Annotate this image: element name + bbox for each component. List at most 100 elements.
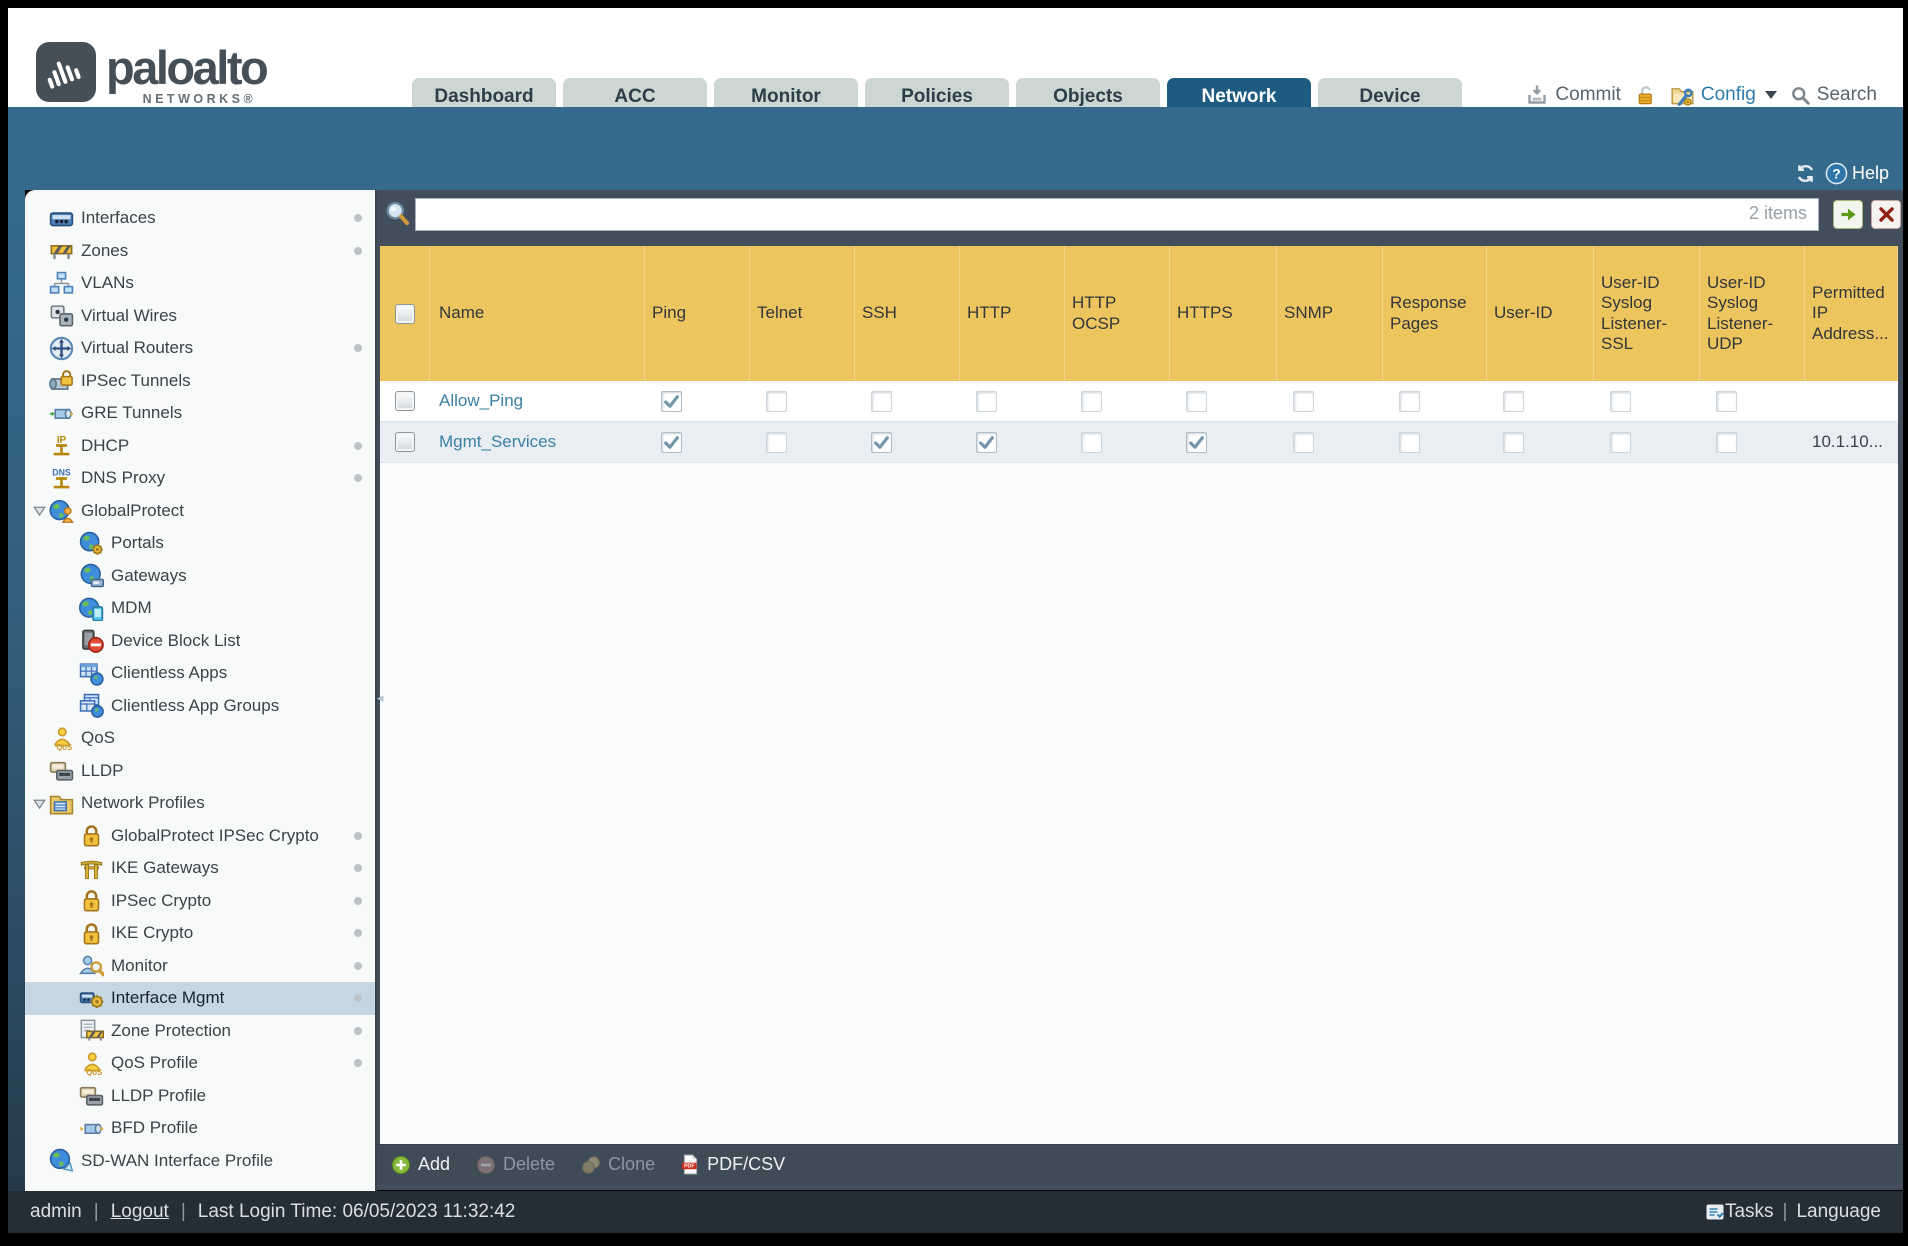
sidebar-item-zones[interactable]: Zones [25, 235, 375, 268]
clear-filter-button[interactable] [1871, 200, 1901, 229]
sdwan-icon [48, 1148, 75, 1173]
sidebar-item-ike-crypto[interactable]: IKE Crypto [25, 917, 375, 950]
svg-text:IP: IP [57, 435, 67, 446]
sidebar-item-qos[interactable]: QoS QoS [25, 722, 375, 755]
column-header-http[interactable]: HTTP [960, 246, 1065, 381]
sidebar-nav: Interfaces Zones VLANs Virtual Wires Virtual… [25, 190, 377, 1191]
sidebar-item-label: Virtual Routers [81, 338, 194, 358]
column-header-ssh[interactable]: SSH [855, 246, 960, 381]
tasks-icon [1706, 1204, 1724, 1220]
column-label: Name [439, 303, 485, 323]
column-header-snmp[interactable]: SNMP [1277, 246, 1383, 381]
table-row: Allow_Ping [380, 381, 1898, 422]
lock-icon[interactable] [1634, 84, 1657, 107]
tasks-button[interactable]: Tasks [1724, 1201, 1774, 1222]
sidebar-item-zone-protection[interactable]: Zone Protection [25, 1015, 375, 1048]
column-header-name[interactable]: Name [430, 246, 645, 381]
sidebar-item-dhcp[interactable]: IP DHCP [25, 430, 375, 463]
sidebar-item-label: GlobalProtect IPSec Crypto [111, 825, 319, 845]
footer-username: admin [30, 1201, 82, 1222]
language-button[interactable]: Language [1796, 1201, 1881, 1222]
column-header-ping[interactable]: Ping [645, 246, 750, 381]
column-label: Response Pages [1390, 293, 1467, 333]
sidebar-item-label: IKE Crypto [111, 923, 194, 943]
config-menu-button[interactable]: Config [1670, 83, 1777, 108]
column-header-http_ocsp[interactable]: HTTP OCSP [1065, 246, 1170, 381]
sidebar-item-ike-gateways[interactable]: IKE Gateways [25, 852, 375, 885]
sidebar-item-label: Network Profiles [81, 793, 205, 813]
sidebar-item-monitor[interactable]: Monitor [25, 950, 375, 983]
sidebar-item-clientless-app-groups[interactable]: Clientless App Groups [25, 690, 375, 723]
item-dot [354, 896, 362, 905]
sidebar-item-globalprotect-ipsec-crypto[interactable]: GlobalProtect IPSec Crypto [25, 820, 375, 853]
item-dot [354, 246, 362, 255]
sidebar-item-vlans[interactable]: VLANs [25, 267, 375, 300]
help-button[interactable]: ? Help [1825, 162, 1889, 185]
clone-icon [581, 1155, 601, 1175]
logout-link[interactable]: Logout [110, 1201, 169, 1222]
column-header-uid_syslog_udp[interactable]: User-ID Syslog Listener-UDP [1700, 246, 1805, 381]
sidebar-item-qos-profile[interactable]: QoS QoS Profile [25, 1047, 375, 1080]
apply-filter-button[interactable] [1833, 200, 1863, 229]
sidebar-item-virtual-routers[interactable]: Virtual Routers [25, 332, 375, 365]
sidebar-item-globalprotect[interactable]: GlobalProtect [25, 495, 375, 528]
column-header-uid_syslog_ssl[interactable]: User-ID Syslog Listener-SSL [1594, 246, 1700, 381]
cell-telnet [750, 422, 855, 462]
row-select-checkbox[interactable] [395, 432, 415, 452]
expander-triangle-icon[interactable] [31, 797, 48, 810]
delete-button[interactable]: Delete [476, 1154, 555, 1175]
profile-name-link[interactable]: Mgmt_Services [439, 432, 557, 451]
commit-button[interactable]: Commit [1525, 83, 1621, 107]
sidebar-item-interfaces[interactable]: Interfaces [25, 202, 375, 235]
refresh-icon[interactable] [1793, 163, 1818, 184]
clone-button[interactable]: Clone [581, 1154, 655, 1175]
unchecked-checkbox-icon [1293, 390, 1314, 412]
help-label: Help [1851, 163, 1889, 183]
checked-checkbox-icon [661, 390, 682, 412]
sidebar-item-mdm[interactable]: MDM [25, 592, 375, 625]
cell-http_ocsp [1065, 381, 1170, 421]
sidebar-item-bfd-profile[interactable]: BFD Profile [25, 1112, 375, 1145]
sidebar-item-label: IKE Gateways [111, 858, 219, 878]
sidebar-item-interface-mgmt[interactable]: Interface Mgmt [25, 982, 375, 1015]
column-header-permitted_ip[interactable]: Permitted IP Address... [1805, 246, 1898, 381]
column-header-user_id[interactable]: User-ID [1487, 246, 1594, 381]
sidebar-collapse-handle[interactable]: ◂ [377, 690, 384, 705]
profile-name-link[interactable]: Allow_Ping [439, 391, 524, 410]
sidebar-item-gateways[interactable]: Gateways [25, 560, 375, 593]
search-button[interactable]: Search [1790, 84, 1877, 106]
filter-input[interactable] [415, 198, 1819, 231]
sidebar-item-virtual-wires[interactable]: Virtual Wires [25, 300, 375, 333]
sidebar-item-portals[interactable]: Portals [25, 527, 375, 560]
column-header-https[interactable]: HTTPS [1170, 246, 1277, 381]
select-all-checkbox[interactable] [394, 303, 415, 324]
column-header-response_pages[interactable]: Response Pages [1383, 246, 1487, 381]
item-dot [354, 831, 362, 840]
sidebar-item-lldp[interactable]: LLDP [25, 755, 375, 788]
ipsec-tunnel-icon [48, 368, 75, 393]
unchecked-checkbox-icon [766, 431, 787, 453]
qos-icon: QoS [48, 726, 75, 751]
sidebar-item-clientless-apps[interactable]: Clientless Apps [25, 657, 375, 690]
sidebar-item-ipsec-crypto[interactable]: IPSec Crypto [25, 885, 375, 918]
row-select-checkbox[interactable] [395, 391, 415, 411]
pdfcsv-button[interactable]: PDF PDF/CSV [681, 1154, 785, 1175]
gre-tunnel-icon [48, 401, 75, 426]
sidebar-item-sd-wan-interface-profile[interactable]: SD-WAN Interface Profile [25, 1145, 375, 1178]
column-header-telnet[interactable]: Telnet [750, 246, 855, 381]
item-dot [354, 1059, 362, 1067]
expander-triangle-icon[interactable] [31, 504, 48, 517]
add-button[interactable]: Add [391, 1154, 450, 1175]
cell-snmp [1277, 381, 1383, 421]
column-header-select[interactable] [380, 246, 430, 381]
help-icon: ? [1825, 162, 1848, 185]
sidebar-item-ipsec-tunnels[interactable]: IPSec Tunnels [25, 365, 375, 398]
sidebar-item-lldp-profile[interactable]: LLDP Profile [25, 1080, 375, 1113]
item-dot [354, 929, 362, 937]
footer-separator: | [180, 1201, 186, 1222]
sidebar-item-gre-tunnels[interactable]: GRE Tunnels [25, 397, 375, 430]
sidebar-item-dns-proxy[interactable]: DNS DNS Proxy [25, 462, 375, 495]
sidebar-item-network-profiles[interactable]: Network Profiles [25, 787, 375, 820]
checked-checkbox-icon [871, 431, 892, 453]
sidebar-item-device-block-list[interactable]: Device Block List [25, 625, 375, 658]
